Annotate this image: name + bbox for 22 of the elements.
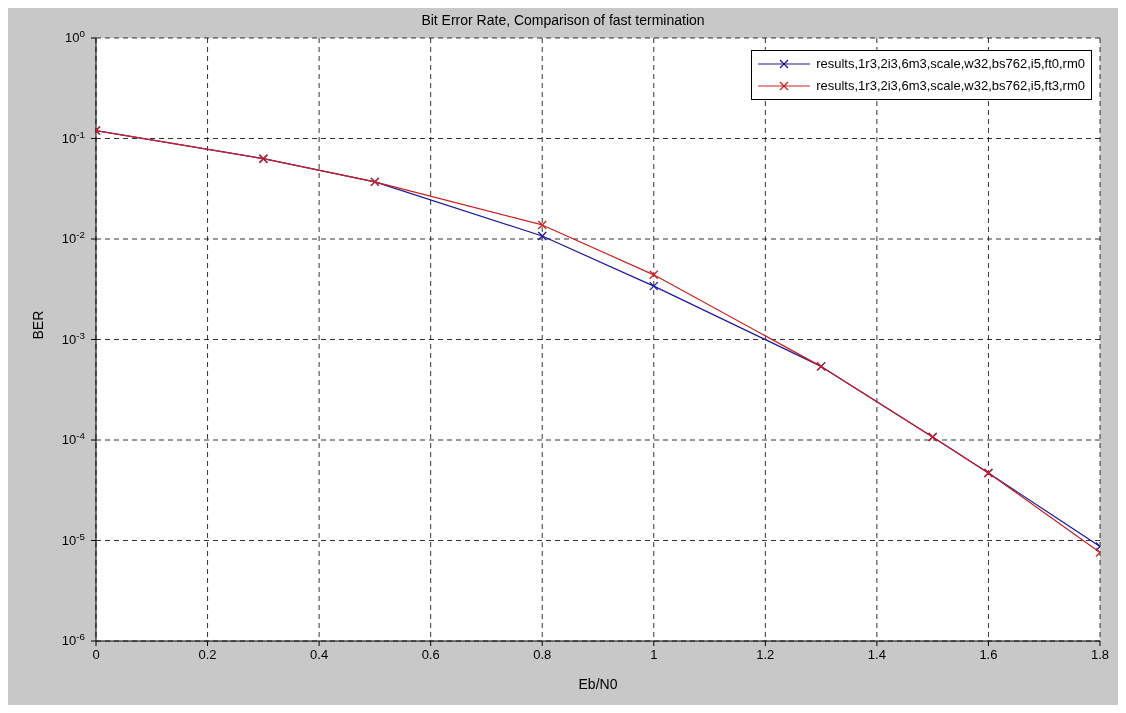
x-tick-label: 0 xyxy=(92,647,100,663)
y-axis-title: BER xyxy=(29,310,46,340)
y-tick-label: 10$^{-1}$ xyxy=(61,128,85,146)
x-tick-label: 0.4 xyxy=(310,647,329,663)
legend-label: results,1r3,2i3,6m3,scale,w32,bs762,i5,ft3,rm0 xyxy=(816,77,1085,95)
x-tick-label: 0.6 xyxy=(421,647,440,663)
chart-title: Bit Error Rate, Comparison of fast termination xyxy=(420,12,706,28)
y-tick-label: 10$^{-5}$ xyxy=(61,530,86,548)
x-tick-label: 1.6 xyxy=(979,647,998,663)
x-axis-title: Eb/N0 xyxy=(578,676,618,692)
x-tick-label: 1.8 xyxy=(1090,647,1110,663)
x-tick-label: 0.8 xyxy=(533,647,552,663)
y-tick-label: 10$^{-2}$ xyxy=(61,228,85,246)
x-tick-label: 1.4 xyxy=(867,647,886,663)
x-tick-label: 0.2 xyxy=(198,647,217,663)
y-tick-label: 10$^{-4}$ xyxy=(61,429,86,447)
y-tick-label: 10$^{0}$ xyxy=(65,27,86,45)
y-tick-label: 10$^{-3}$ xyxy=(61,329,85,347)
x-tick-label: 1.2 xyxy=(756,647,775,663)
x-tick-label: 1 xyxy=(650,647,658,663)
y-tick-label: 10$^{-6}$ xyxy=(61,630,85,648)
legend-label: results,1r3,2i3,6m3,scale,w32,bs762,i5,ft0,rm0 xyxy=(816,55,1085,73)
